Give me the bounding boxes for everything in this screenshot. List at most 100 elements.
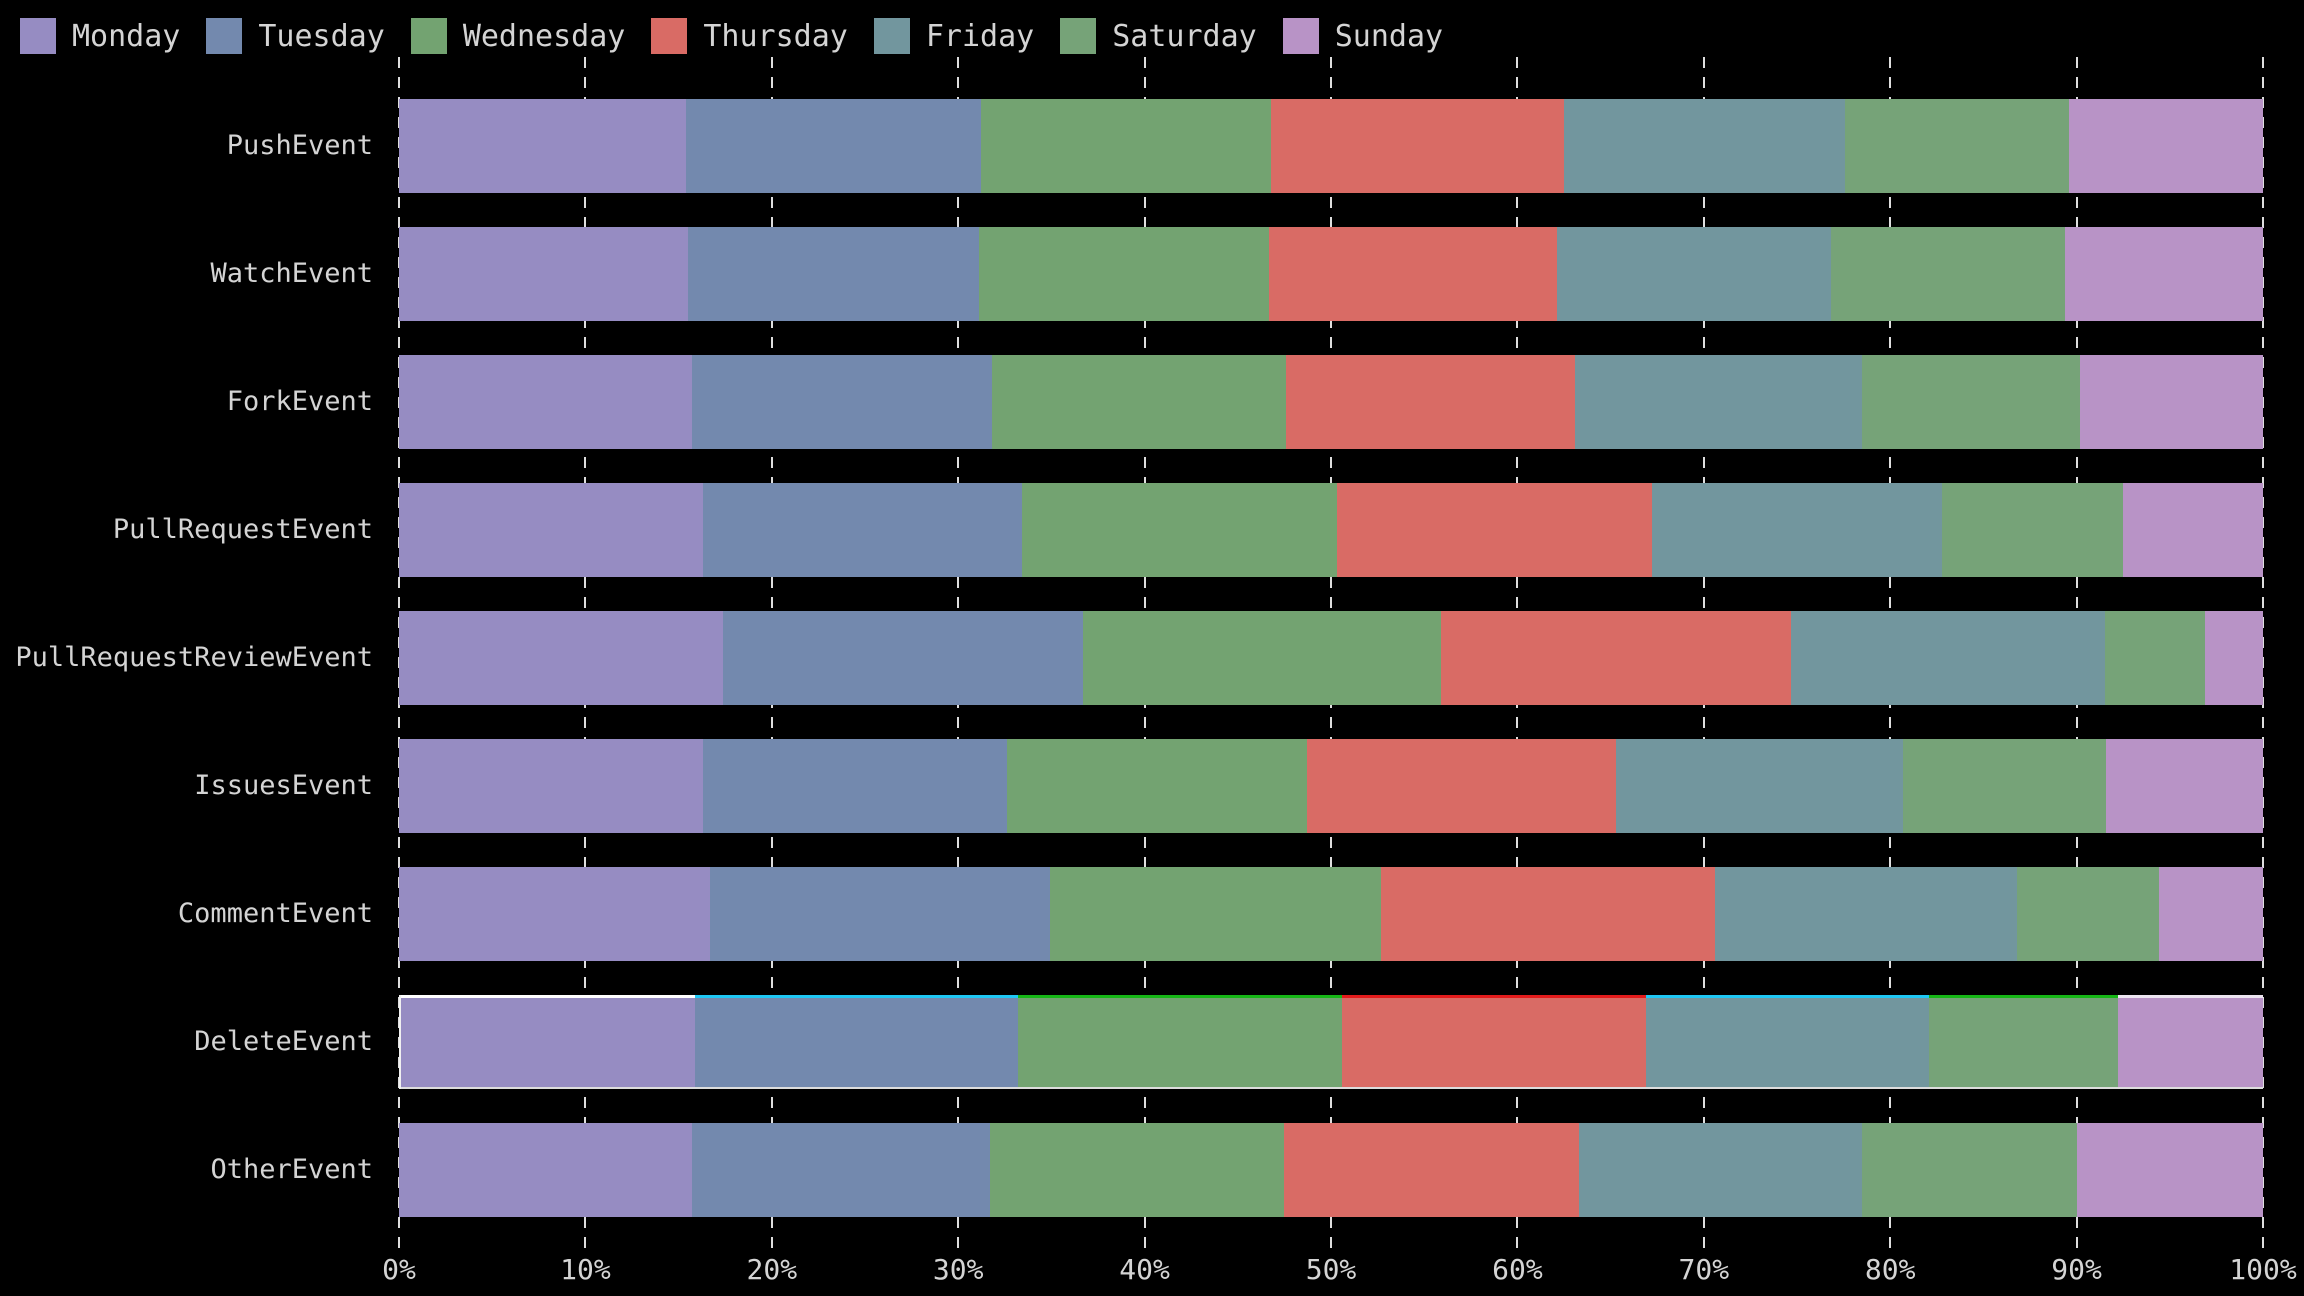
- legend-item-wednesday: Wednesday: [410, 18, 626, 54]
- bar-segment-pullrequestevent-sunday: [2123, 483, 2263, 577]
- legend-label-sunday: Sunday: [1334, 18, 1444, 54]
- bar-segment-otherevent-monday: [399, 1123, 692, 1217]
- row-label-pushevent: PushEvent: [226, 130, 373, 161]
- legend-label-thursday: Thursday: [703, 18, 848, 54]
- bar-segment-pushevent-wednesday: [980, 99, 1272, 193]
- bar-segment-deleteevent-sunday: [2117, 995, 2263, 1089]
- highlight-left-edge: [399, 995, 401, 1089]
- bar-segment-issuesevent-tuesday: [702, 739, 1007, 833]
- bar-segment-otherevent-tuesday: [691, 1123, 990, 1217]
- bar-segment-watchevent-friday: [1556, 227, 1831, 321]
- legend-label-saturday: Saturday: [1112, 18, 1257, 54]
- bar-segment-pushevent-friday: [1563, 99, 1846, 193]
- bar-segment-commentevent-monday: [399, 867, 711, 961]
- legend-swatch-thursday: [651, 18, 688, 54]
- bar-segment-pullrequestevent-tuesday: [702, 483, 1022, 577]
- legend-label-tuesday: Tuesday: [258, 18, 385, 54]
- bar-segment-forkevent-thursday: [1286, 355, 1576, 449]
- x-tick-label-100pct: 100%: [2229, 1253, 2297, 1286]
- bar-segment-forkevent-monday: [399, 355, 692, 449]
- bar-segment-commentevent-saturday: [2016, 867, 2159, 961]
- bar-segment-deleteevent-friday: [1646, 995, 1930, 1089]
- bar-row-forkevent: [399, 355, 2263, 449]
- bar-segment-watchevent-thursday: [1269, 227, 1557, 321]
- legend-item-monday: Monday: [20, 18, 180, 54]
- bar-row-otherevent: [399, 1123, 2263, 1217]
- row-label-watchevent: WatchEvent: [210, 258, 373, 289]
- bar-segment-issuesevent-sunday: [2106, 739, 2263, 833]
- x-tick-label-80pct: 80%: [1864, 1253, 1916, 1286]
- legend-item-tuesday: Tuesday: [206, 18, 385, 54]
- x-tick-label-0pct: 0%: [382, 1253, 416, 1286]
- legend-item-friday: Friday: [873, 18, 1035, 54]
- bar-segment-forkevent-saturday: [1862, 355, 2081, 449]
- bar-segment-pullrequestevent-saturday: [1942, 483, 2124, 577]
- bar-segment-deleteevent-saturday: [1929, 995, 2118, 1089]
- legend-label-monday: Monday: [72, 18, 181, 54]
- bar-segment-pushevent-monday: [399, 99, 687, 193]
- bar-segment-pushevent-tuesday: [686, 99, 981, 193]
- bar-segment-forkevent-sunday: [2080, 355, 2263, 449]
- row-label-forkevent: ForkEvent: [226, 386, 373, 417]
- bar-segment-commentevent-thursday: [1381, 867, 1715, 961]
- row-label-issuesevent: IssuesEvent: [194, 770, 373, 801]
- x-tick-label-30pct: 30%: [932, 1253, 984, 1286]
- bar-segment-commentevent-tuesday: [710, 867, 1050, 961]
- x-tick-label-20pct: 20%: [746, 1253, 798, 1286]
- row-label-commentevent: CommentEvent: [177, 898, 373, 929]
- x-tick-label-40pct: 40%: [1119, 1253, 1170, 1286]
- x-tick-label-50pct: 50%: [1305, 1253, 1357, 1286]
- legend-label-wednesday: Wednesday: [462, 18, 626, 54]
- bar-segment-deleteevent-wednesday: [1017, 995, 1343, 1089]
- y-axis-labels: PushEvent WatchEvent ForkEvent PullRequestE…: [0, 57, 373, 1252]
- bar-segment-pullrequestevent-thursday: [1336, 483, 1652, 577]
- bar-segment-watchevent-sunday: [2065, 227, 2263, 321]
- bar-segment-pullrequestreviewevent-monday: [399, 611, 724, 705]
- legend-label-friday: Friday: [925, 18, 1035, 54]
- bar-segment-otherevent-sunday: [2076, 1123, 2263, 1217]
- legend-swatch-wednesday: [410, 18, 447, 54]
- row-label-deleteevent: DeleteEvent: [194, 1026, 373, 1057]
- bar-row-pullrequestreviewevent: [399, 611, 2263, 705]
- bar-segment-pullrequestreviewevent-saturday: [2104, 611, 2206, 705]
- bar-segment-otherevent-wednesday: [989, 1123, 1285, 1217]
- bar-segment-deleteevent-tuesday: [695, 995, 1018, 1089]
- x-tick-label-10pct: 10%: [560, 1253, 611, 1286]
- bar-segment-commentevent-sunday: [2158, 867, 2263, 961]
- bar-segment-issuesevent-thursday: [1306, 739, 1617, 833]
- bar-segment-deleteevent-thursday: [1342, 995, 1646, 1089]
- bar-segment-otherevent-saturday: [1862, 1123, 2077, 1217]
- bar-segment-forkevent-wednesday: [991, 355, 1287, 449]
- bar-segment-issuesevent-friday: [1616, 739, 1904, 833]
- row-label-otherevent: OtherEvent: [210, 1154, 373, 1185]
- bar-segment-pullrequestreviewevent-thursday: [1440, 611, 1792, 705]
- bar-segment-otherevent-thursday: [1284, 1123, 1579, 1217]
- bar-row-commentevent: [399, 867, 2263, 961]
- bar-row-issuesevent: [399, 739, 2263, 833]
- bar-segment-pullrequestreviewevent-tuesday: [723, 611, 1084, 705]
- row-label-pullrequestevent: PullRequestEvent: [112, 514, 373, 545]
- plot-area: [398, 57, 2264, 1252]
- legend-item-sunday: Sunday: [1282, 18, 1444, 54]
- bar-segment-pushevent-thursday: [1271, 99, 1564, 193]
- bar-segment-forkevent-tuesday: [691, 355, 992, 449]
- bar-segment-pushevent-saturday: [1845, 99, 2070, 193]
- bar-row-pullrequestevent: [399, 483, 2263, 577]
- legend-item-saturday: Saturday: [1060, 18, 1257, 54]
- legend-swatch-friday: [873, 18, 910, 54]
- x-tick-label-70pct: 70%: [1678, 1253, 1730, 1286]
- bar-row-deleteevent: [399, 995, 2263, 1089]
- bar-segment-commentevent-friday: [1714, 867, 2017, 961]
- bar-row-pushevent: [399, 99, 2263, 193]
- bar-row-watchevent: [399, 227, 2263, 321]
- bar-segment-pushevent-sunday: [2069, 99, 2263, 193]
- bar-segment-pullrequestreviewevent-sunday: [2205, 611, 2263, 705]
- bar-segment-watchevent-monday: [399, 227, 688, 321]
- legend-swatch-sunday: [1282, 18, 1319, 54]
- bar-segment-deleteevent-monday: [399, 995, 696, 1089]
- bar-segment-pullrequestevent-friday: [1651, 483, 1943, 577]
- x-tick-label-90pct: 90%: [2051, 1253, 2102, 1286]
- legend-swatch-monday: [20, 18, 56, 54]
- bar-segment-issuesevent-monday: [399, 739, 703, 833]
- bar-segment-otherevent-friday: [1578, 1123, 1863, 1217]
